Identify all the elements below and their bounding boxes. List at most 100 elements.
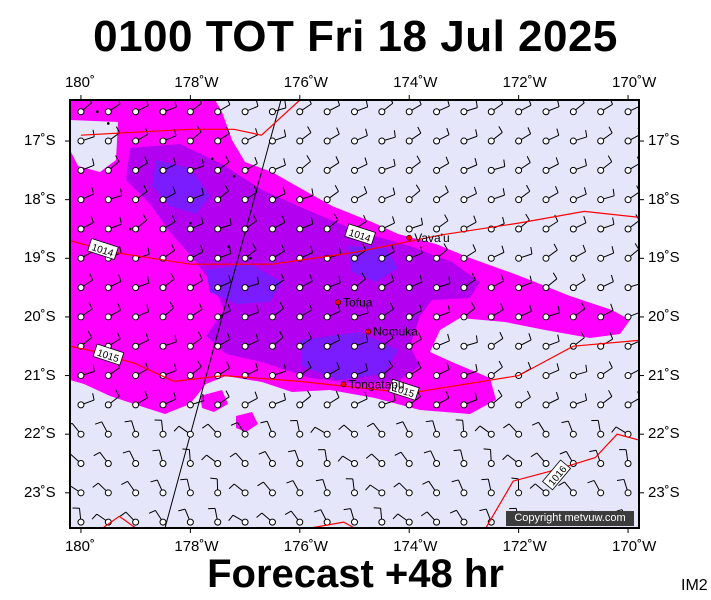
wind-barb <box>515 390 531 409</box>
wind-barb <box>378 158 396 174</box>
wind-barb <box>159 334 177 350</box>
clear-area-northwest <box>70 120 118 172</box>
wind-barb <box>260 420 276 438</box>
wind-barb <box>351 334 369 350</box>
lon-tick-label: 178˚W <box>174 74 219 91</box>
place-label: Tofua <box>343 295 373 309</box>
wind-barb <box>420 511 441 526</box>
lon-tick-label: 170˚W <box>612 74 657 91</box>
wind-barb <box>214 390 230 409</box>
wind-barb <box>132 304 150 321</box>
wind-barb <box>515 127 532 145</box>
island-dot <box>232 174 236 178</box>
wind-barb <box>268 215 286 233</box>
wind-barb <box>323 304 341 321</box>
wind-barb <box>542 185 559 204</box>
wind-barb <box>569 364 588 380</box>
wind-barb <box>214 184 230 204</box>
wind-barb <box>241 276 260 292</box>
wind-barb <box>460 100 478 116</box>
wind-barb <box>405 184 421 204</box>
wind-barb <box>257 481 276 497</box>
wind-barb <box>119 511 140 526</box>
place-marker: Nomuka <box>365 325 418 339</box>
wind-barb <box>132 185 148 204</box>
wind-barb <box>208 507 222 526</box>
wind-barb <box>597 246 615 262</box>
wind-barb <box>378 393 396 409</box>
wind-barb <box>515 184 531 204</box>
wind-barb <box>351 392 368 409</box>
wind-barb <box>124 420 140 438</box>
wind-barb <box>405 100 422 116</box>
wind-barb <box>104 303 122 321</box>
island-dot <box>128 227 132 231</box>
lat-tick-label: 23˚S <box>648 483 680 501</box>
wind-barb <box>569 100 585 116</box>
wind-barb <box>487 303 504 321</box>
wind-barb <box>121 480 140 497</box>
lon-tick-label: 174˚W <box>393 74 438 91</box>
wind-barb <box>433 362 450 380</box>
wind-barb <box>515 275 533 292</box>
wind-barb <box>104 217 122 233</box>
place-label: Nomuka <box>373 325 418 339</box>
isobar-line <box>70 210 639 265</box>
wind-barb <box>268 100 287 116</box>
wind-barb <box>214 246 232 262</box>
wind-barb <box>405 361 422 380</box>
island-dot <box>189 221 192 225</box>
wind-barb <box>531 421 550 438</box>
wind-barb <box>569 393 588 409</box>
rain-area-moderate <box>126 144 480 384</box>
wind-barb <box>186 245 204 262</box>
wind-barb <box>487 245 505 262</box>
rain-area-heavy-east <box>348 246 398 282</box>
wind-barb <box>365 484 386 497</box>
wind-barb <box>284 510 304 526</box>
wind-barb <box>77 100 93 116</box>
wind-barb <box>433 127 450 145</box>
wind-barb <box>77 129 95 145</box>
wind-barb <box>288 449 304 468</box>
wind-barb <box>159 100 177 116</box>
wind-barb <box>94 421 112 438</box>
wind-barb <box>487 274 505 292</box>
wind-barb <box>351 363 368 380</box>
wind-barb <box>474 425 495 438</box>
wind-barb <box>529 483 550 497</box>
wind-barb <box>460 186 477 204</box>
wind-barb <box>323 333 341 350</box>
wind-barb <box>268 273 285 292</box>
lon-tick-label: 174˚W <box>393 538 438 555</box>
wind-barb <box>296 217 314 233</box>
wind-barb <box>77 302 93 321</box>
wind-barb <box>182 448 194 468</box>
copyright-notice: Copyright metvuw.com <box>506 511 634 526</box>
wind-barb <box>148 509 167 526</box>
wind-barb <box>132 127 149 145</box>
wind-barb <box>77 244 94 262</box>
lat-tick-label: 22˚S <box>648 425 680 443</box>
wind-barb <box>296 389 312 409</box>
wind-barb <box>70 485 85 497</box>
wind-barb <box>433 333 450 350</box>
lat-tick-label: 20˚S <box>648 307 680 325</box>
wind-barb <box>268 331 284 350</box>
wind-barb <box>460 129 478 145</box>
wind-barb <box>433 185 449 204</box>
wind-barb <box>241 305 259 321</box>
wind-barb <box>597 303 614 321</box>
lon-tick-label: 172˚W <box>502 538 547 555</box>
wind-barb <box>296 126 312 145</box>
lat-tick-label: 18˚S <box>24 190 56 208</box>
wind-barb <box>210 477 222 497</box>
wind-barb <box>214 217 232 233</box>
wind-barb <box>268 129 287 145</box>
wind-barb <box>597 188 615 204</box>
wind-barb <box>150 479 167 497</box>
wind-barb <box>365 453 386 468</box>
wind-barb <box>268 364 287 380</box>
wind-barb <box>323 213 339 233</box>
wind-barb <box>104 274 122 292</box>
